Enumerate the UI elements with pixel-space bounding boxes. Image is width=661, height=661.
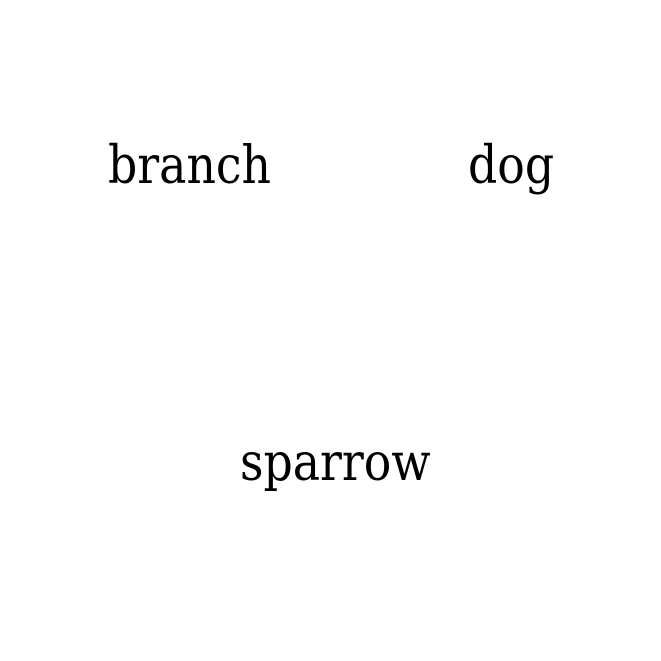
word-sparrow: sparrow [240,433,431,493]
word-branch: branch [108,136,272,196]
word-dog: dog [468,136,555,196]
